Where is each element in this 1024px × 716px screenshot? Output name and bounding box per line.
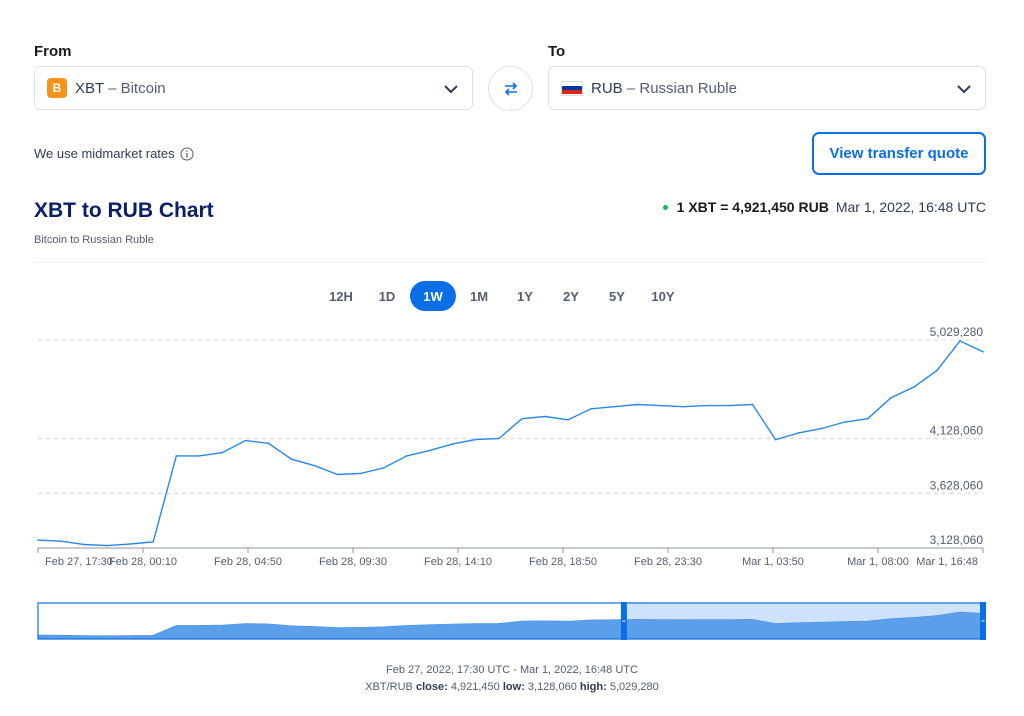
data-point: [37, 539, 39, 541]
range-button-1y[interactable]: 1Y: [517, 288, 533, 304]
data-point: [913, 386, 915, 388]
data-point: [313, 464, 316, 467]
data-point: [106, 544, 108, 547]
data-point: [820, 427, 823, 430]
footer-date-range: Feb 27, 2022, 17:30 UTC - Mar 1, 2022, 1…: [386, 664, 638, 676]
range-button-1w[interactable]: 1W: [410, 281, 456, 311]
data-point: [129, 543, 131, 545]
y-tick-label: 3,628,060: [930, 478, 984, 492]
data-point: [544, 415, 546, 418]
swap-arrows-icon: [504, 81, 517, 96]
data-point: [498, 437, 500, 440]
chevron-down-icon: [957, 85, 971, 94]
x-tick-label: Feb 28, 09:30: [319, 556, 387, 568]
info-icon[interactable]: [180, 147, 194, 161]
x-tick-label: Mar 1, 08:00: [847, 556, 909, 568]
data-point: [198, 455, 201, 457]
data-point: [359, 472, 362, 475]
live-dot-icon: [662, 204, 668, 210]
data-point: [959, 340, 961, 342]
from-currency-text: XBT – Bitcoin: [75, 79, 166, 97]
x-tick-label: Feb 27, 17:30: [45, 556, 113, 568]
data-point: [475, 438, 477, 441]
bitcoin-icon: B: [47, 78, 67, 98]
data-point: [267, 442, 270, 445]
chevron-down-icon: [444, 85, 458, 94]
data-point: [336, 473, 339, 476]
data-point: [590, 408, 592, 410]
footer-stats: XBT/RUB close: 4,921,450 low: 3,128,060 …: [365, 681, 659, 693]
data-point: [774, 438, 777, 441]
data-point: [890, 397, 892, 399]
data-point: [982, 350, 984, 353]
range-button-2y[interactable]: 2Y: [563, 288, 579, 304]
data-point: [682, 405, 685, 408]
data-point: [290, 458, 293, 460]
rate-value: 1 XBT = 4,921,450 RUB: [676, 199, 829, 215]
midmarket-text: We use midmarket rates: [34, 146, 175, 161]
y-tick-label: 3,128,060: [930, 533, 984, 547]
data-point: [152, 540, 155, 543]
data-point: [405, 455, 408, 457]
data-point: [244, 439, 247, 442]
view-transfer-quote-button[interactable]: View transfer quote: [812, 132, 986, 175]
range-button-1m[interactable]: 1M: [469, 288, 489, 304]
to-currency-text: RUB – Russian Ruble: [591, 79, 737, 97]
x-tick-label: Feb 28, 04:50: [214, 556, 282, 568]
data-point: [567, 418, 569, 421]
data-point: [866, 417, 869, 420]
chart-navigator[interactable]: [0, 596, 1024, 646]
x-tick-label: Mar 1, 03:50: [742, 556, 804, 568]
swap-currencies-button[interactable]: [488, 66, 533, 111]
data-point: [429, 449, 431, 452]
range-button-12h[interactable]: 12H: [329, 288, 353, 304]
chart-title: XBT to RUB Chart: [34, 199, 214, 222]
data-point: [175, 455, 178, 457]
rate-line: [37, 340, 984, 547]
data-point: [797, 432, 800, 434]
x-tick-label: Mar 1, 16:48: [916, 556, 978, 568]
chart-subtitle: Bitcoin to Russian Ruble: [34, 234, 154, 246]
y-tick-label: 4,128,060: [930, 424, 984, 438]
data-point: [221, 451, 224, 454]
navigator-area: [37, 611, 984, 640]
data-point: [659, 404, 662, 407]
data-point: [636, 403, 639, 406]
to-label: To: [548, 43, 566, 60]
range-selector: 12H 1D 1W 1M 1Y 2Y 5Y 10Y: [318, 281, 686, 311]
range-button-1d[interactable]: 1D: [378, 288, 396, 304]
x-tick-label: Feb 28, 18:50: [529, 556, 597, 568]
data-point: [83, 543, 85, 546]
data-point: [613, 405, 616, 408]
rate-timestamp: Mar 1, 2022, 16:48 UTC: [835, 199, 986, 215]
range-button-10y[interactable]: 10Y: [651, 288, 675, 304]
rate-chart[interactable]: 3,128,060 3,628,060 4,128,060 5,029,280 Feb …: [0, 320, 1024, 570]
data-point: [705, 404, 708, 407]
from-currency-select[interactable]: B XBT – Bitcoin: [34, 66, 473, 110]
data-point: [751, 403, 754, 406]
data-point: [936, 369, 938, 372]
data-point: [60, 540, 62, 543]
data-point: [382, 467, 385, 469]
data-point: [728, 404, 731, 407]
current-rate: 1 XBT = 4,921,450 RUB Mar 1, 2022, 16:48…: [662, 199, 986, 215]
from-label: From: [34, 43, 72, 60]
data-point: [521, 417, 523, 420]
x-tick-label: Feb 28, 00:10: [109, 556, 177, 568]
x-tick-label: Feb 28, 14:10: [424, 556, 492, 568]
russia-flag-icon: [561, 80, 583, 96]
range-button-5y[interactable]: 5Y: [609, 288, 625, 304]
y-tick-label: 5,029,280: [930, 325, 984, 339]
data-point: [452, 443, 454, 445]
data-point: [843, 421, 846, 423]
x-tick-label: Feb 28, 23:30: [634, 556, 702, 568]
midmarket-note: We use midmarket rates: [34, 146, 194, 161]
to-currency-select[interactable]: RUB – Russian Ruble: [548, 66, 986, 110]
divider: [34, 262, 986, 263]
